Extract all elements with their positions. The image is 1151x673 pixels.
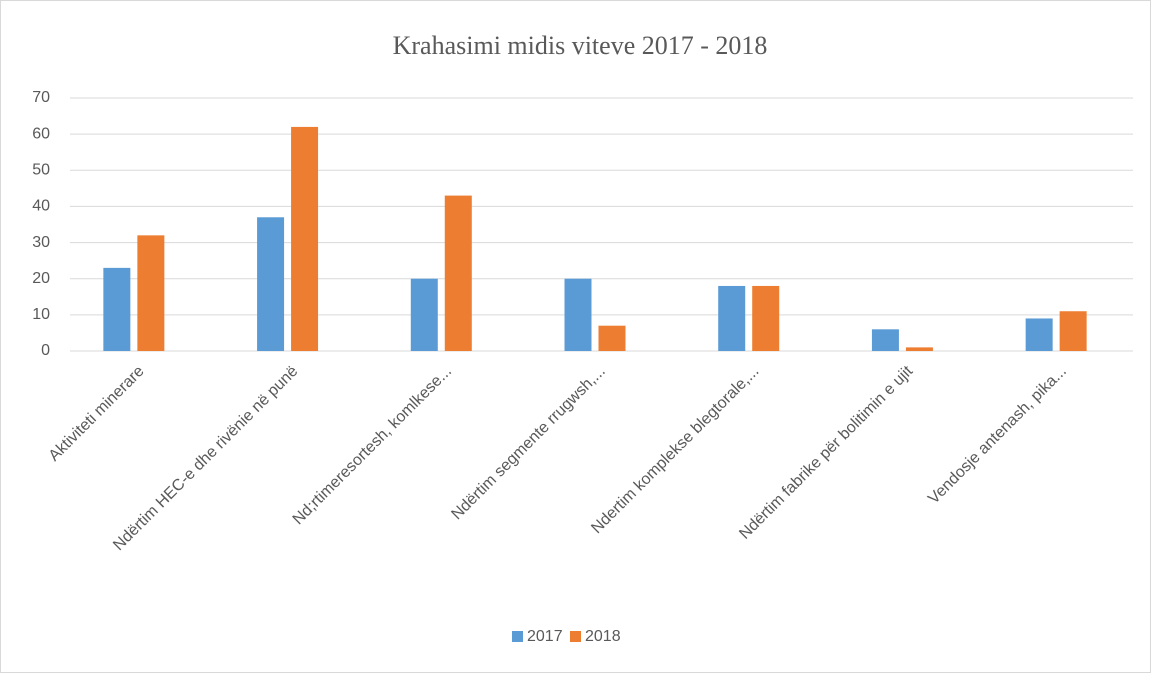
legend-swatch [512, 631, 523, 642]
y-tick-label: 50 [32, 162, 50, 179]
y-tick-label: 30 [32, 234, 50, 251]
bar [257, 217, 285, 351]
y-tick-label: 10 [32, 306, 50, 323]
bar [291, 126, 319, 352]
y-tick-label: 0 [41, 342, 50, 359]
bar [103, 267, 131, 351]
y-tick-label: 60 [32, 125, 50, 142]
bar [564, 278, 592, 351]
bar [137, 235, 165, 351]
bar [752, 285, 780, 351]
y-tick-label: 70 [32, 89, 50, 106]
bar [1025, 318, 1053, 351]
bar [871, 329, 899, 351]
legend-swatch [570, 631, 581, 642]
bar [444, 195, 472, 351]
bar [1059, 311, 1087, 351]
legend-label: 2017 [527, 628, 563, 645]
bar [905, 347, 933, 351]
legend-label: 2018 [585, 628, 621, 645]
y-tick-label: 40 [32, 198, 50, 215]
bar [598, 325, 626, 351]
bar [718, 285, 746, 351]
y-tick-label: 20 [32, 270, 50, 287]
bar [410, 278, 438, 351]
chart-title: Krahasimi midis viteve 2017 - 2018 [393, 31, 768, 60]
